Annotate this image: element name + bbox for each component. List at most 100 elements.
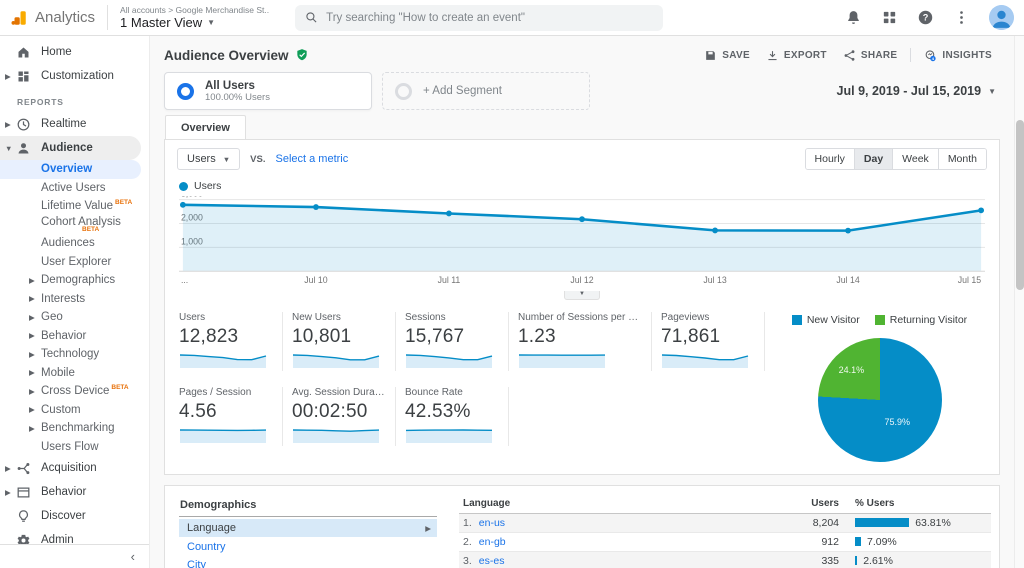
metric-sparkline: [292, 427, 387, 446]
dimension-item-city[interactable]: City: [179, 556, 437, 568]
granularity-month[interactable]: Month: [937, 149, 986, 169]
metric-value: 12,823: [179, 326, 239, 347]
sidebar-item-benchmarking[interactable]: ▶ Benchmarking: [0, 419, 149, 438]
sidebar-item-discover[interactable]: Discover: [0, 504, 149, 528]
search-input[interactable]: [326, 11, 654, 24]
vs-label: VS.: [250, 153, 266, 165]
language-table-container: Language Users% Users 1. en-us 8,204 63.81% 2…: [437, 496, 999, 568]
scorecard-number-of-sessions-per-user: Number of Sessions per User 1.23: [518, 312, 652, 371]
sidebar-item-technology[interactable]: ▶ Technology: [0, 345, 149, 364]
save-button[interactable]: SAVE: [696, 45, 758, 66]
metric-value: 42.53%: [405, 401, 471, 422]
tab-overview[interactable]: Overview: [165, 115, 246, 139]
sidebar-item-users-flow[interactable]: Users Flow: [0, 438, 149, 457]
table-row: 1. en-us 8,204 63.81%: [459, 513, 991, 533]
chevron-collapsed-icon: ▶: [5, 487, 11, 497]
sidebar-item-realtime[interactable]: ▶ Realtime: [0, 112, 149, 136]
search-bar[interactable]: [295, 4, 664, 31]
sidebar-item-audiences[interactable]: Audiences: [0, 234, 149, 253]
sidebar-item-lifetime-value[interactable]: Lifetime Value BETA: [0, 197, 149, 216]
sidebar-item-customization[interactable]: ▶ Customization: [0, 64, 149, 88]
pie-legend: New Visitor Returning Visitor: [791, 314, 967, 326]
granularity-switch: Hourly Day Week Month: [804, 148, 987, 170]
sparkline: [179, 429, 267, 443]
apps-grid-icon[interactable]: [881, 9, 898, 26]
sidebar-item-admin[interactable]: Admin: [0, 528, 149, 544]
analytics-logo-icon: [11, 10, 26, 25]
export-button[interactable]: EXPORT: [758, 45, 835, 66]
sidebar-subitem-label: Active Users: [41, 181, 106, 194]
svg-text:1,000: 1,000: [181, 236, 203, 246]
sidebar-item-cohort-analysis[interactable]: Cohort Analysis BETA: [0, 216, 149, 235]
column-header-users[interactable]: Users: [779, 496, 843, 514]
annotations-expander[interactable]: ▼: [564, 291, 600, 300]
avatar[interactable]: [989, 5, 1014, 30]
scorecard-pages-session: Pages / Session 4.56: [179, 387, 283, 446]
scorecard-avg-session-duration: Avg. Session Duration 00:02:50: [292, 387, 396, 446]
scorecard-row: Pages / Session 4.56 Avg. Session Duration…: [179, 387, 774, 446]
notifications-icon[interactable]: [845, 9, 862, 26]
language-cell: 2. en-gb: [459, 532, 779, 552]
add-segment-button[interactable]: + Add Segment: [382, 72, 590, 110]
sidebar-item-user-explorer[interactable]: User Explorer: [0, 253, 149, 272]
row-rank: 3.: [463, 555, 472, 567]
column-header-language[interactable]: Language: [459, 496, 779, 514]
sidebar-item-demographics[interactable]: ▶ Demographics: [0, 271, 149, 290]
granularity-week[interactable]: Week: [892, 149, 938, 169]
metric-label: Pages / Session: [179, 387, 252, 398]
sidebar-collapse-button[interactable]: ‹: [0, 544, 149, 568]
metric-label: Number of Sessions per User: [518, 312, 643, 323]
percent-bar: [855, 518, 910, 527]
scorecard-bounce-rate: Bounce Rate 42.53%: [405, 387, 509, 446]
segment-ring-icon: [177, 82, 194, 100]
visitor-pie-block: New Visitor Returning Visitor 75.9% 24.1%: [774, 312, 985, 462]
share-button[interactable]: SHARE: [835, 45, 906, 66]
analytics-logo[interactable]: Analytics: [10, 9, 107, 27]
sparkline: [405, 429, 493, 443]
sidebar-item-acquisition[interactable]: ▶ Acquisition: [0, 456, 149, 480]
scorecard-users: Users 12,823: [179, 312, 283, 371]
sidebar-item-custom[interactable]: ▶ Custom: [0, 401, 149, 420]
column-header-users[interactable]: % Users: [843, 496, 991, 514]
chevron-collapsed-icon: ▶: [29, 423, 35, 433]
insights-button[interactable]: 4 INSIGHTS: [916, 45, 1000, 66]
scrollbar-thumb[interactable]: [1016, 120, 1024, 290]
sidebar-item-interests[interactable]: ▶ Interests: [0, 290, 149, 309]
sidebar-item-active-users[interactable]: Active Users: [0, 179, 149, 198]
sidebar-item-label: Home: [41, 46, 72, 58]
select-metric-link[interactable]: Select a metric: [275, 153, 349, 165]
language-link[interactable]: en-gb: [478, 536, 506, 548]
demographics-header: Demographics: [179, 496, 437, 517]
metric-sparkline: [179, 352, 274, 371]
sidebar-item-behavior[interactable]: ▶ Behavior: [0, 327, 149, 346]
view-selector[interactable]: 1 Master View ▼: [120, 15, 269, 30]
chevron-collapsed-icon: ▶: [5, 119, 11, 129]
granularity-hourly[interactable]: Hourly: [805, 149, 854, 169]
date-range-picker[interactable]: Jul 9, 2019 - Jul 15, 2019 ▼: [837, 84, 1000, 98]
sidebar-item-home[interactable]: Home: [0, 40, 149, 64]
dimension-item-country[interactable]: Country: [179, 538, 437, 556]
sparkline: [518, 354, 606, 368]
more-dots-icon[interactable]: [953, 9, 970, 26]
sidebar-item-overview[interactable]: Overview: [0, 160, 141, 179]
sidebar-item-geo[interactable]: ▶ Geo: [0, 308, 149, 327]
summary-section: Users 12,823 New Users 10,801 Sessions 15,767…: [165, 300, 999, 474]
metric-sparkline: [405, 352, 500, 371]
sidebar-subitem-label: Custom: [41, 403, 81, 416]
metric-dropdown[interactable]: Users ▼: [177, 148, 241, 170]
language-cell: 1. en-us: [459, 513, 779, 533]
help-icon[interactable]: ?: [917, 9, 934, 26]
dimension-item-language[interactable]: Language ▶: [179, 519, 437, 537]
segment-all-users[interactable]: All Users 100.00% Users: [164, 72, 372, 110]
sidebar-item-cross-device[interactable]: ▶ Cross Device BETA: [0, 382, 149, 401]
granularity-day[interactable]: Day: [853, 149, 893, 169]
pie-legend-item: Returning Visitor: [874, 314, 967, 326]
sidebar-item-behavior[interactable]: ▶ Behavior: [0, 480, 149, 504]
svg-text:Jul 15: Jul 15: [958, 275, 981, 285]
breadcrumb[interactable]: All accounts > Google Merchandise St..: [120, 5, 270, 15]
sidebar-item-mobile[interactable]: ▶ Mobile: [0, 364, 149, 383]
language-link[interactable]: en-us: [478, 517, 506, 529]
sidebar-section-label: REPORTS: [17, 97, 64, 107]
language-link[interactable]: es-es: [478, 555, 505, 567]
sidebar-item-audience[interactable]: ▼ Audience: [0, 136, 141, 160]
